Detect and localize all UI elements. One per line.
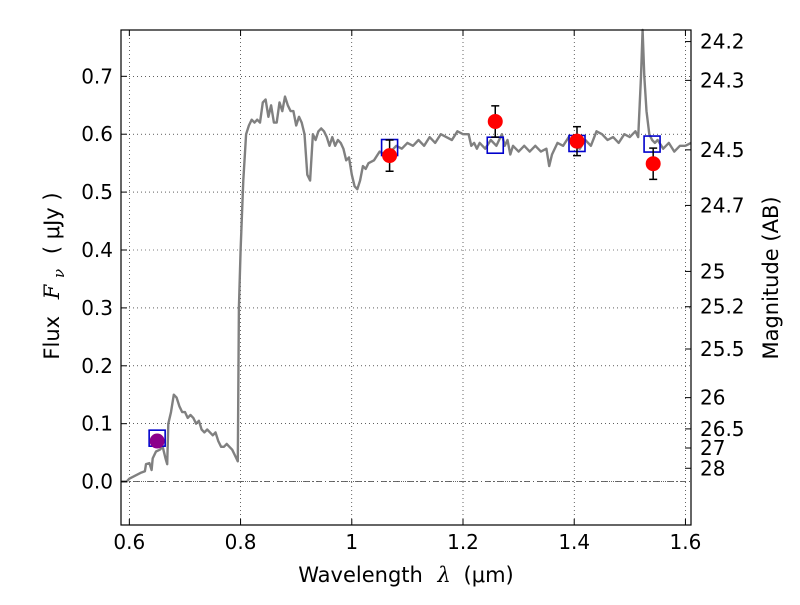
y-tick-label: 0.5 xyxy=(81,180,113,204)
grid-lines xyxy=(121,30,691,525)
x-axis-title-text: Wavelength xyxy=(298,563,423,587)
right-tick-label: 24.5 xyxy=(700,138,745,162)
model-photometry-square xyxy=(643,135,661,153)
x-axis-unit: (μm) xyxy=(464,563,514,587)
right-axis-title: Magnitude (AB) xyxy=(759,196,783,359)
plot-frame xyxy=(120,29,692,526)
x-tick-label: 0.6 xyxy=(113,530,145,554)
x-axis-title: Wavelength λ (μm) xyxy=(298,563,513,587)
model-spectrum-line xyxy=(121,28,692,483)
x-tick-label: 1.2 xyxy=(447,530,479,554)
observed-flux-point xyxy=(569,133,585,149)
x-tick-label: 1 xyxy=(345,530,358,554)
y-tick-label: 0.2 xyxy=(81,354,113,378)
observed-flux-point xyxy=(487,113,503,129)
y-axis-symbol: F xyxy=(40,283,64,300)
y-tick-label: 0.7 xyxy=(81,64,113,88)
x-tick-label: 1.6 xyxy=(670,530,702,554)
y-tick-label: 0.6 xyxy=(81,122,113,146)
right-tick-label: 24.2 xyxy=(700,30,745,54)
y-axis-symbol-sub: ν xyxy=(50,269,68,278)
right-tick-label: 28 xyxy=(700,456,725,480)
y-tick-label: 0.1 xyxy=(81,412,113,436)
x-tick-label: 1.4 xyxy=(558,530,590,554)
right-tick-label: 25.5 xyxy=(700,337,745,361)
y-axis-unit: ( μJy ) xyxy=(40,192,64,254)
observed-flux-point xyxy=(645,156,661,172)
x-axis-symbol: λ xyxy=(437,563,451,587)
axis-ticks: 0.6 0.8 1 1.2 1.4 1.6 0.0 0.1 0.2 0.3 0.4 0.5 0.6 0.7… xyxy=(81,30,744,554)
right-tick-label: 24.7 xyxy=(700,193,745,217)
y-tick-label: 0.4 xyxy=(81,238,113,262)
y-tick-label: 0.0 xyxy=(81,470,113,494)
right-tick-label: 25.2 xyxy=(700,295,745,319)
right-tick-label: 27 xyxy=(700,436,725,460)
y-tick-label: 0.3 xyxy=(81,296,113,320)
x-tick-label: 0.8 xyxy=(225,530,257,554)
y-axis-title: Flux F ν ( μJy ) xyxy=(40,192,69,359)
right-tick-label: 24.3 xyxy=(700,68,745,92)
right-tick-label: 26 xyxy=(700,386,725,410)
right-tick-label: 26.5 xyxy=(700,417,745,441)
right-tick-label: 25 xyxy=(700,259,725,283)
observed-flux-point xyxy=(149,433,165,449)
y-axis-title-text: Flux xyxy=(40,316,64,360)
photometry-markers xyxy=(148,105,661,449)
observed-flux-point xyxy=(382,148,398,164)
